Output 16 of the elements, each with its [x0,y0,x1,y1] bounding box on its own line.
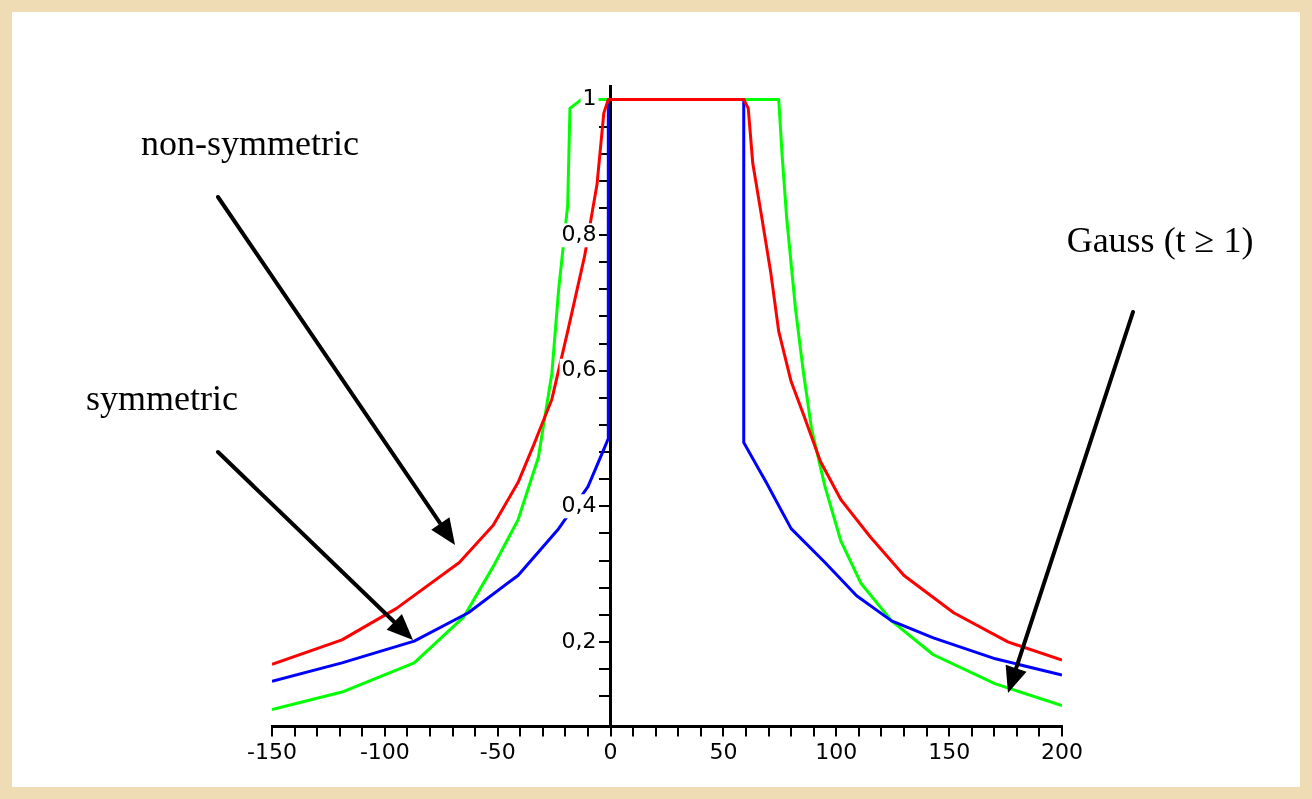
y-tick-label: 0,6 [561,356,597,382]
y-tick-label: 0,8 [561,220,597,246]
x-tick-label: -150 [247,738,297,764]
x-tick-label: 150 [928,738,971,764]
text: symmetric [86,377,238,419]
x-tick-label: 50 [709,738,738,764]
annotation: non-symmetric [141,122,359,164]
x-tick-label: 0 [603,738,618,764]
x-tick-label: -100 [359,738,410,764]
x-tick-label: 100 [815,738,858,764]
x-tick-label: -50 [479,738,516,764]
x-tick-label: 200 [1041,738,1083,764]
text: Gauss (t ≥ 1) [1066,219,1254,261]
y-tick-label: 0,2 [561,627,597,653]
y-tick-label: 0,4 [561,492,597,518]
y-tick-label: 1 [582,85,597,111]
